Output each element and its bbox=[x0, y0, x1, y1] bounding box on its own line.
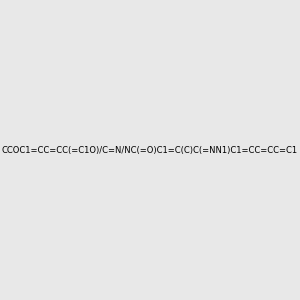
Text: CCOC1=CC=CC(=C1O)/C=N/NC(=O)C1=C(C)C(=NN1)C1=CC=CC=C1: CCOC1=CC=CC(=C1O)/C=N/NC(=O)C1=C(C)C(=NN… bbox=[2, 146, 298, 154]
